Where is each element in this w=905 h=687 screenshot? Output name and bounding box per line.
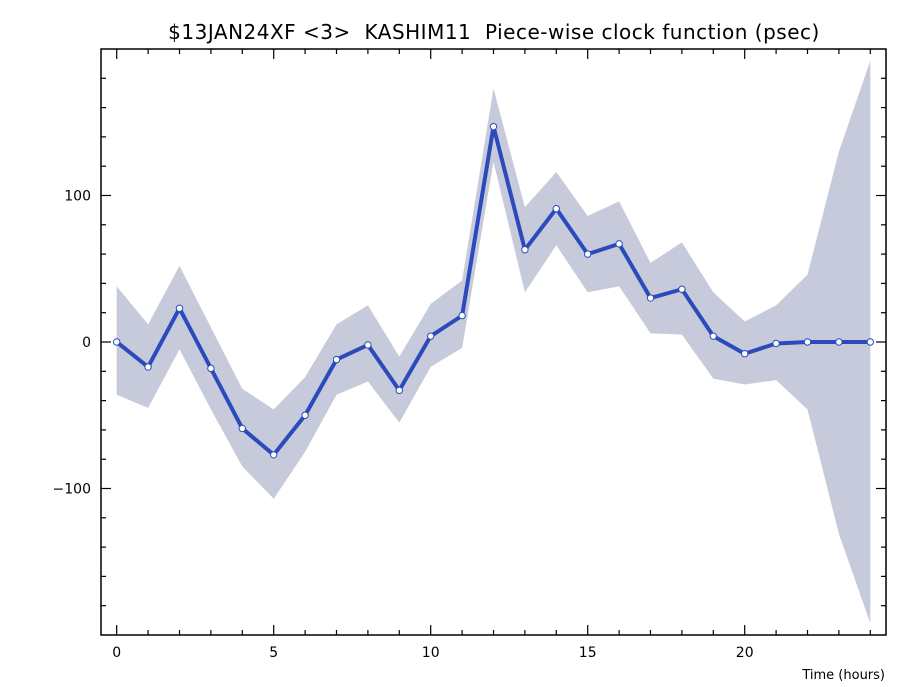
data-point — [709, 332, 717, 340]
data-point — [332, 355, 341, 364]
data-point — [646, 294, 655, 302]
data-point — [835, 338, 843, 346]
data-point — [678, 285, 686, 293]
data-point — [772, 339, 780, 348]
series-line-layer — [115, 124, 871, 457]
y-tick-label: 0 — [82, 335, 91, 351]
data-point — [395, 386, 403, 395]
data-point — [741, 350, 749, 358]
data-point — [489, 122, 498, 131]
plot-frame — [100, 48, 887, 636]
data-point — [364, 341, 372, 349]
data-point — [458, 311, 466, 320]
data-point — [144, 363, 152, 371]
y-tick-label: −100 — [53, 482, 91, 498]
x-tick-label: 5 — [269, 645, 278, 661]
data-point — [803, 338, 812, 346]
data-point — [113, 338, 121, 346]
data-point — [615, 240, 623, 248]
y-tick-label: 100 — [64, 189, 91, 205]
data-point — [584, 250, 592, 258]
axis-ticks-layer — [101, 49, 886, 635]
data-point — [521, 246, 529, 254]
series-line — [115, 124, 871, 457]
x-tick-label: 15 — [579, 645, 597, 661]
data-point — [427, 332, 435, 340]
x-axis-label: Time (hours) — [801, 668, 885, 683]
data-point — [270, 451, 278, 459]
data-point — [552, 204, 560, 213]
data-point — [207, 364, 215, 373]
chart-title: $13JAN24XF <3> KASHIM11 Piece-wise clock… — [168, 20, 820, 44]
x-tick-label: 0 — [112, 645, 121, 661]
uncertainty-band — [116, 60, 871, 624]
x-tick-label: 10 — [422, 645, 440, 661]
x-tick-label: 20 — [736, 645, 754, 661]
tick-labels-layer: 0 5 10 15 20 −100 0 100 — [53, 189, 754, 662]
uncertainty-band-layer — [116, 60, 871, 624]
data-point — [175, 304, 184, 313]
data-point — [238, 424, 247, 433]
data-point — [301, 411, 309, 419]
data-point — [866, 338, 874, 346]
data-point-layer — [113, 122, 874, 459]
